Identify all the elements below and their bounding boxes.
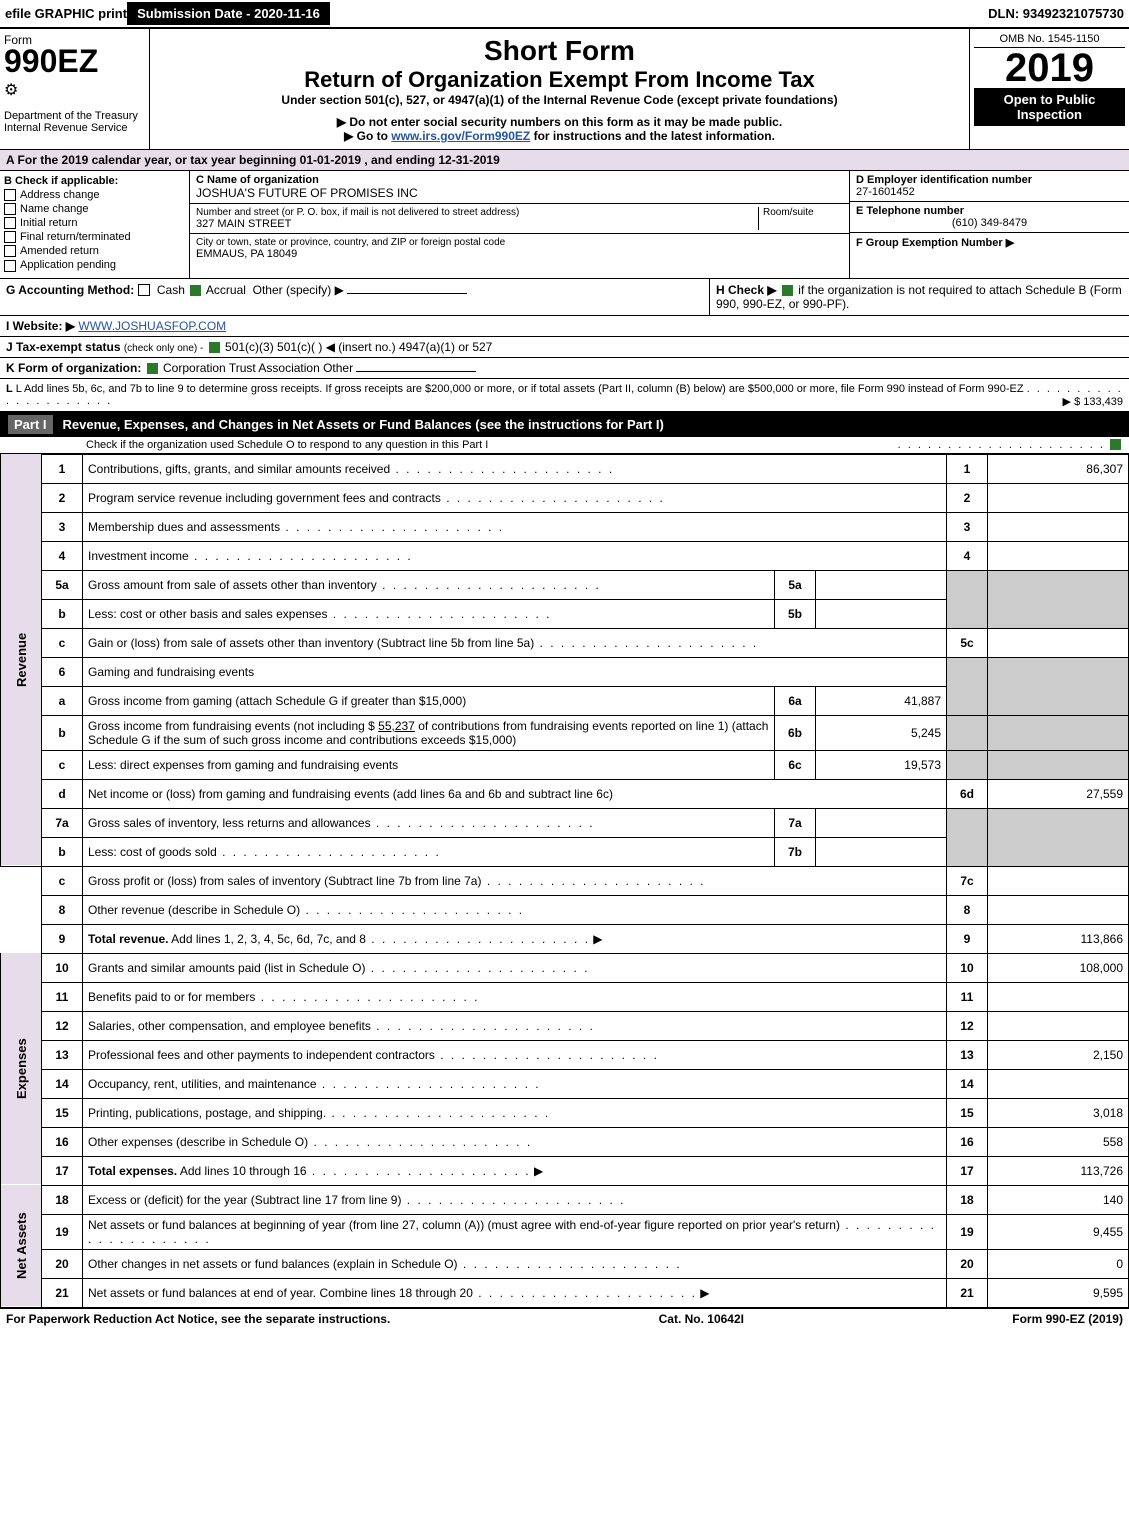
amt-2: [988, 483, 1129, 512]
header-sub1: Under section 501(c), 527, or 4947(a)(1)…: [156, 93, 963, 107]
header-right: OMB No. 1545-1150 2019 Open to Public In…: [969, 29, 1129, 149]
period-row: A For the 2019 calendar year, or tax yea…: [0, 150, 1129, 171]
ein-value: 27-1601452: [856, 186, 1123, 198]
irs-link[interactable]: www.irs.gov/Form990EZ: [391, 129, 530, 143]
part1-header: Part I Revenue, Expenses, and Changes in…: [0, 412, 1129, 437]
header-sub3: ▶ Go to www.irs.gov/Form990EZ for instru…: [156, 129, 963, 143]
city-label: City or town, state or province, country…: [196, 237, 843, 248]
chk-501c3[interactable]: [209, 342, 220, 353]
addr-label: Number and street (or P. O. box, if mail…: [196, 207, 758, 218]
amt-7c: [988, 866, 1129, 895]
k-row: K Form of organization: Corporation Trus…: [0, 358, 1129, 378]
part1-sub: Check if the organization used Schedule …: [0, 437, 1129, 454]
e-label: E Telephone number: [856, 205, 1123, 217]
chk-address[interactable]: Address change: [4, 189, 185, 201]
chk-name[interactable]: Name change: [4, 203, 185, 215]
g-section: G Accounting Method: Cash Accrual Other …: [0, 279, 709, 315]
return-title: Return of Organization Exempt From Incom…: [156, 67, 963, 93]
city-state-zip: EMMAUS, PA 18049: [196, 248, 843, 260]
chk-initial[interactable]: Initial return: [4, 217, 185, 229]
amt-6d: 27,559: [988, 779, 1129, 808]
amt-13: 2,150: [988, 1040, 1129, 1069]
amt-10: 108,000: [988, 953, 1129, 982]
chk-corp[interactable]: [147, 363, 158, 374]
h-section: H Check ▶ if the organization is not req…: [709, 279, 1129, 315]
chk-accrual[interactable]: [190, 285, 201, 296]
ijkl-section: I Website: ▶ WWW.JOSHUASFOP.COM J Tax-ex…: [0, 316, 1129, 379]
room-label: Room/suite: [758, 207, 843, 230]
amt-5c: [988, 628, 1129, 657]
j-row: J Tax-exempt status (check only one) - 5…: [0, 337, 1129, 358]
dept-label: Department of the Treasury: [4, 110, 145, 122]
amt-18: 140: [988, 1185, 1129, 1214]
header-left: Form 990EZ ⚙ Department of the Treasury …: [0, 29, 150, 149]
street-address: 327 MAIN STREET: [196, 218, 758, 230]
header-mid: Short Form Return of Organization Exempt…: [150, 29, 969, 149]
chk-h[interactable]: [782, 285, 793, 296]
amt-8: [988, 895, 1129, 924]
amt-6c: 19,573: [816, 750, 947, 779]
tax-year: 2019: [974, 48, 1125, 88]
page-footer: For Paperwork Reduction Act Notice, see …: [0, 1308, 1129, 1329]
amt-15: 3,018: [988, 1098, 1129, 1127]
footer-mid: Cat. No. 10642I: [659, 1312, 744, 1326]
footer-right: Form 990-EZ (2019): [1012, 1312, 1123, 1326]
l-row: L L Add lines 5b, 6c, and 7b to line 9 t…: [0, 379, 1129, 412]
lines-table: Revenue 1Contributions, gifts, grants, a…: [0, 454, 1129, 1308]
website-link[interactable]: WWW.JOSHUASFOP.COM: [78, 319, 226, 333]
irs-label: Internal Revenue Service: [4, 122, 145, 134]
amt-16: 558: [988, 1127, 1129, 1156]
submission-date-button[interactable]: Submission Date - 2020-11-16: [127, 2, 330, 25]
chk-schedo[interactable]: [1110, 439, 1121, 450]
section-c: C Name of organization JOSHUA'S FUTURE O…: [190, 171, 849, 278]
form-header: Form 990EZ ⚙ Department of the Treasury …: [0, 29, 1129, 150]
amt-9: 113,866: [988, 924, 1129, 953]
open-inspection: Open to Public Inspection: [974, 88, 1125, 126]
d-label: D Employer identification number: [856, 174, 1123, 186]
amt-21: 9,595: [988, 1278, 1129, 1307]
revenue-side: Revenue: [1, 454, 42, 866]
amt-14: [988, 1069, 1129, 1098]
l-amount: ▶ $ 133,439: [1063, 395, 1123, 408]
c-label: C Name of organization: [196, 174, 843, 186]
amt-1: 86,307: [988, 454, 1129, 483]
netassets-side: Net Assets: [1, 1185, 42, 1307]
amt-20: 0: [988, 1249, 1129, 1278]
chk-final[interactable]: Final return/terminated: [4, 231, 185, 243]
org-name: JOSHUA'S FUTURE OF PROMISES INC: [196, 186, 843, 200]
chk-amended[interactable]: Amended return: [4, 245, 185, 257]
dln-label: DLN: 93492321075730: [988, 6, 1124, 21]
section-b: B Check if applicable: Address change Na…: [0, 171, 190, 278]
amt-3: [988, 512, 1129, 541]
entity-section: B Check if applicable: Address change Na…: [0, 171, 1129, 279]
chk-cash[interactable]: [138, 284, 150, 296]
header-sub2: ▶ Do not enter social security numbers o…: [156, 115, 963, 129]
amt-4: [988, 541, 1129, 570]
amt-12: [988, 1011, 1129, 1040]
amt-19: 9,455: [988, 1214, 1129, 1249]
footer-left: For Paperwork Reduction Act Notice, see …: [6, 1312, 390, 1326]
b-label: B Check if applicable:: [4, 175, 185, 187]
expenses-side: Expenses: [1, 953, 42, 1185]
section-def: D Employer identification number 27-1601…: [849, 171, 1129, 278]
amt-11: [988, 982, 1129, 1011]
top-bar: efile GRAPHIC print Submission Date - 20…: [0, 0, 1129, 29]
i-row: I Website: ▶ WWW.JOSHUASFOP.COM: [0, 316, 1129, 337]
amt-17: 113,726: [988, 1156, 1129, 1185]
amt-6a: 41,887: [816, 686, 947, 715]
efile-label: efile GRAPHIC print: [5, 6, 127, 21]
gh-row: G Accounting Method: Cash Accrual Other …: [0, 279, 1129, 316]
chk-pending[interactable]: Application pending: [4, 259, 185, 271]
f-label: F Group Exemption Number ▶: [856, 236, 1123, 249]
amt-6b: 5,245: [816, 715, 947, 750]
short-form-title: Short Form: [156, 35, 963, 67]
phone-value: (610) 349-8479: [856, 217, 1123, 229]
form-number: 990EZ: [4, 43, 145, 80]
